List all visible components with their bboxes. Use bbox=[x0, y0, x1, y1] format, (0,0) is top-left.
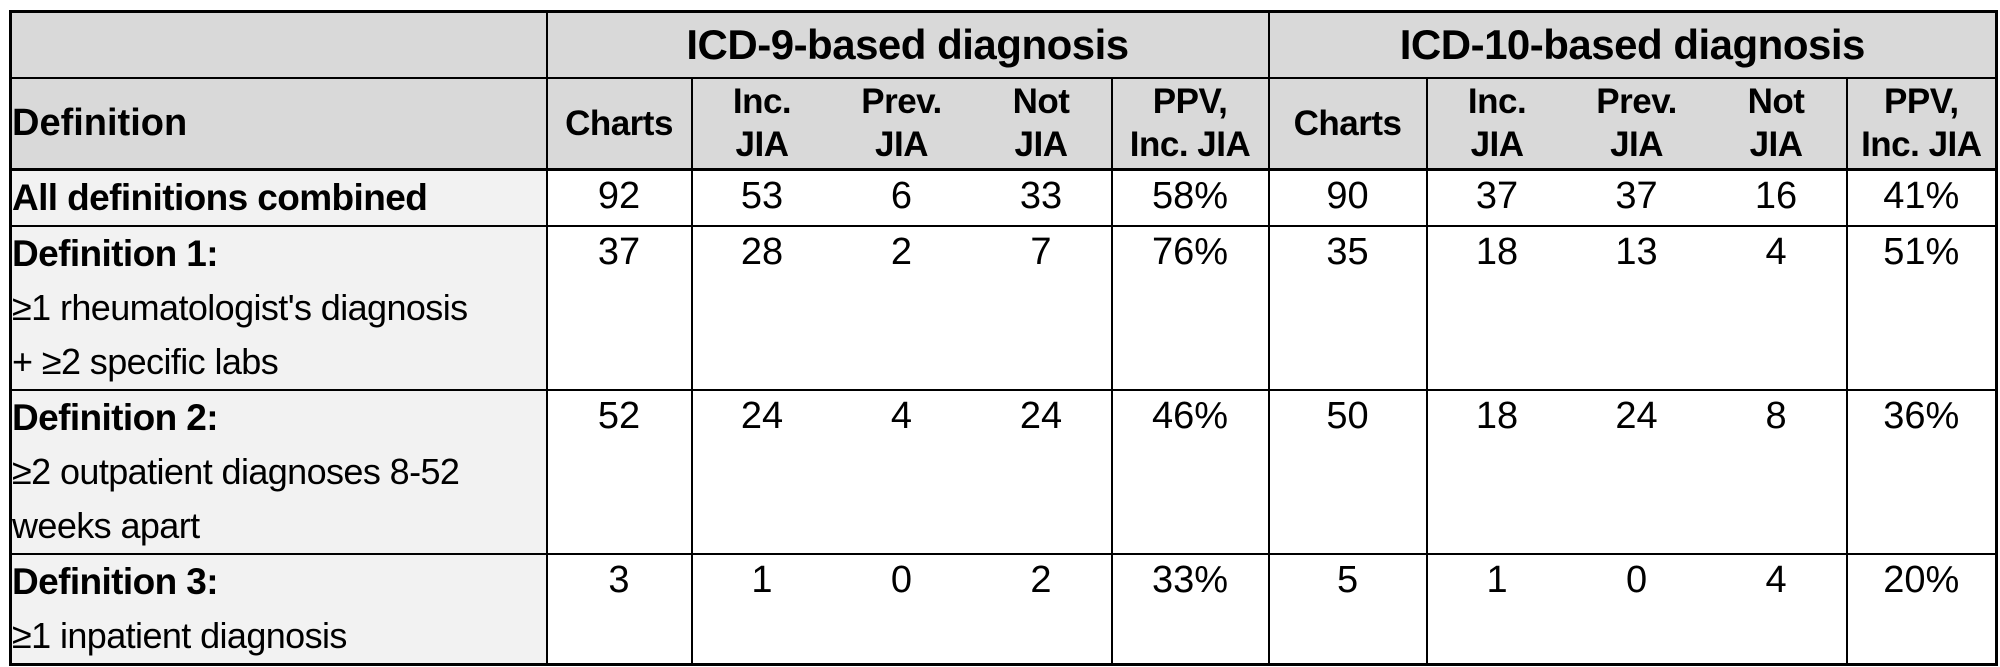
icd9-not-jia-value: 2 bbox=[971, 553, 1112, 665]
header-line: JIA bbox=[1014, 125, 1068, 165]
icd9-not-jia-value: 24 bbox=[971, 389, 1112, 554]
definition-cell: All definitions combined bbox=[10, 168, 547, 226]
row-all-definitions-combined: All definitions combined 92 53 6 33 58% … bbox=[10, 168, 1997, 226]
icd10-inc-jia-value: 18 bbox=[1425, 225, 1567, 390]
icd9-charts-header: Charts bbox=[545, 76, 692, 170]
icd9-not-jia-value: 33 bbox=[971, 168, 1112, 226]
icd10-charts-value: 90 bbox=[1267, 168, 1427, 226]
icd9-ppv-value: 58% bbox=[1110, 168, 1269, 226]
column-header-row: Definition Charts Inc. JIA Prev. JIA Not… bbox=[10, 76, 1997, 170]
definition-line: Definition 2: bbox=[12, 397, 219, 438]
icd10-section-header: ICD-10-based diagnosis bbox=[1267, 11, 1997, 78]
icd10-ppv-value: 41% bbox=[1845, 168, 1997, 226]
icd10-prev-jia-header: Prev. JIA bbox=[1566, 76, 1707, 170]
icd10-prev-jia-value: 37 bbox=[1566, 168, 1707, 226]
header-line: Inc. bbox=[732, 82, 792, 122]
row-definition-3: Definition 3: ≥1 inpatient diagnosis 3 1… bbox=[10, 553, 1997, 665]
header-line: JIA bbox=[1610, 125, 1664, 165]
icd9-prev-jia-value: 4 bbox=[831, 389, 972, 554]
header-line: Prev. bbox=[861, 82, 942, 122]
icd10-not-jia-value: 8 bbox=[1706, 389, 1847, 554]
corner-cell bbox=[10, 11, 547, 78]
icd9-ppv-value: 33% bbox=[1110, 553, 1269, 665]
row-definition-1: Definition 1: ≥1 rheumatologist's diagno… bbox=[10, 225, 1997, 390]
icd10-not-jia-header: Not JIA bbox=[1706, 76, 1847, 170]
header-line: JIA bbox=[875, 125, 928, 165]
icd9-inc-jia-value: 1 bbox=[690, 553, 832, 665]
jia-case-definition-ppv-table: ICD-9-based diagnosis ICD-10-based diagn… bbox=[9, 10, 1999, 666]
icd10-prev-jia-value: 0 bbox=[1566, 553, 1707, 665]
icd9-ppv-value: 46% bbox=[1110, 389, 1269, 554]
icd10-charts-value: 35 bbox=[1267, 225, 1427, 390]
icd10-charts-value: 5 bbox=[1267, 553, 1427, 665]
icd10-ppv-value: 36% bbox=[1845, 389, 1997, 554]
row-definition-2: Definition 2: ≥2 outpatient diagnoses 8-… bbox=[10, 389, 1997, 554]
definition-line: Definition 1: bbox=[12, 233, 219, 274]
icd10-ppv-header: PPV, Inc. JIA bbox=[1845, 76, 1997, 170]
header-line: JIA bbox=[1749, 125, 1803, 165]
definition-column-header: Definition bbox=[10, 76, 547, 170]
icd9-inc-jia-header: Inc. JIA bbox=[690, 76, 832, 170]
icd10-charts-header: Charts bbox=[1267, 76, 1427, 170]
icd9-prev-jia-value: 0 bbox=[831, 553, 972, 665]
icd10-ppv-value: 51% bbox=[1845, 225, 1997, 390]
icd10-inc-jia-value: 1 bbox=[1425, 553, 1567, 665]
header-line: Not bbox=[1747, 82, 1805, 122]
header-line: Prev. bbox=[1596, 82, 1677, 122]
definition-cell: Definition 3: ≥1 inpatient diagnosis bbox=[10, 553, 547, 665]
definition-line: All definitions combined bbox=[12, 177, 428, 218]
icd10-inc-jia-value: 18 bbox=[1425, 389, 1567, 554]
icd9-prev-jia-value: 2 bbox=[831, 225, 972, 390]
icd9-charts-value: 92 bbox=[545, 168, 692, 226]
header-line: Not bbox=[1012, 82, 1070, 122]
icd10-prev-jia-value: 24 bbox=[1566, 389, 1707, 554]
icd9-section-header: ICD-9-based diagnosis bbox=[545, 11, 1269, 78]
icd9-ppv-header: PPV, Inc. JIA bbox=[1110, 76, 1269, 170]
icd9-inc-jia-value: 53 bbox=[690, 168, 832, 226]
definition-line: ≥1 rheumatologist's diagnosis bbox=[12, 287, 468, 328]
header-line: JIA bbox=[1470, 125, 1524, 165]
header-line: Inc. bbox=[1467, 82, 1527, 122]
header-line: Inc. JIA bbox=[1129, 125, 1251, 165]
icd9-not-jia-value: 7 bbox=[971, 225, 1112, 390]
icd10-prev-jia-value: 13 bbox=[1566, 225, 1707, 390]
definition-line: ≥2 outpatient diagnoses 8-52 bbox=[12, 451, 460, 492]
definition-cell: Definition 1: ≥1 rheumatologist's diagno… bbox=[10, 225, 547, 390]
definition-line: + ≥2 specific labs bbox=[12, 341, 279, 382]
icd10-inc-jia-value: 37 bbox=[1425, 168, 1567, 226]
header-line: PPV, bbox=[1152, 82, 1228, 122]
definition-line: ≥1 inpatient diagnosis bbox=[12, 615, 347, 656]
icd10-not-jia-value: 4 bbox=[1706, 553, 1847, 665]
icd10-not-jia-value: 16 bbox=[1706, 168, 1847, 226]
icd9-not-jia-header: Not JIA bbox=[971, 76, 1112, 170]
icd9-inc-jia-value: 28 bbox=[690, 225, 832, 390]
icd10-charts-value: 50 bbox=[1267, 389, 1427, 554]
header-line: JIA bbox=[735, 125, 789, 165]
icd9-charts-value: 3 bbox=[545, 553, 692, 665]
header-line: Charts bbox=[565, 103, 673, 143]
section-header-row: ICD-9-based diagnosis ICD-10-based diagn… bbox=[10, 11, 1997, 78]
icd9-charts-value: 52 bbox=[545, 389, 692, 554]
icd9-inc-jia-value: 24 bbox=[690, 389, 832, 554]
icd10-inc-jia-header: Inc. JIA bbox=[1425, 76, 1567, 170]
icd9-prev-jia-header: Prev. JIA bbox=[831, 76, 972, 170]
header-line: Charts bbox=[1293, 103, 1402, 143]
header-line: Inc. JIA bbox=[1861, 125, 1982, 165]
icd9-ppv-value: 76% bbox=[1110, 225, 1269, 390]
header-line: PPV, bbox=[1884, 82, 1959, 122]
definition-line: weeks apart bbox=[12, 505, 200, 546]
icd9-charts-value: 37 bbox=[545, 225, 692, 390]
icd9-prev-jia-value: 6 bbox=[831, 168, 972, 226]
definition-cell: Definition 2: ≥2 outpatient diagnoses 8-… bbox=[10, 389, 547, 554]
icd10-ppv-value: 20% bbox=[1845, 553, 1997, 665]
icd10-not-jia-value: 4 bbox=[1706, 225, 1847, 390]
definition-line: Definition 3: bbox=[12, 561, 219, 602]
